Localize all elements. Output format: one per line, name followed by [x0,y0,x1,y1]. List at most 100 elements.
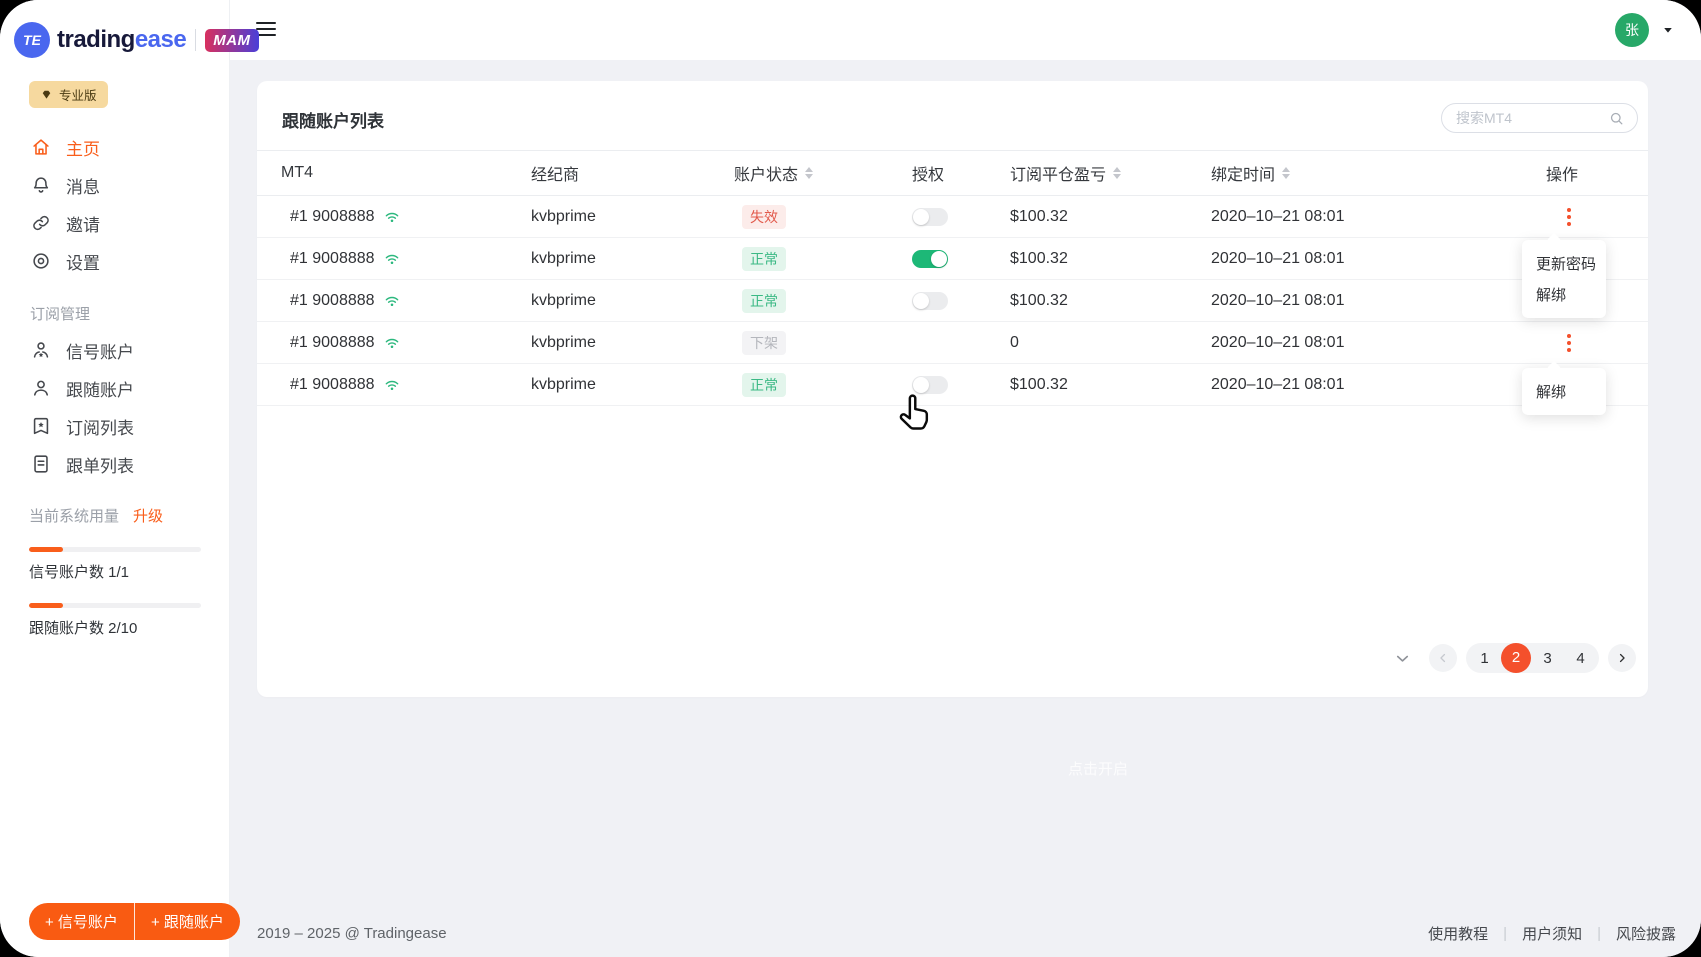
brand-name-part2: ease [134,26,187,53]
page-button[interactable]: 3 [1543,649,1552,667]
sidebar-item[interactable]: 主页 [0,128,229,166]
authorization-cell [912,291,1010,310]
footer-link[interactable]: 用户须知 [1522,926,1583,943]
authorization-toggle[interactable] [912,375,948,394]
topbar: 张 [230,0,1701,60]
product-badge: MAM [205,28,259,52]
bind-time-cell: 2020–10–21 08:01 [1211,333,1345,351]
hamburger-menu-icon[interactable] [256,22,276,40]
sidebar-item[interactable]: 信号账户 [0,331,229,369]
footer-links: 使用教程 | 用户须知 | 风险披露 [1428,923,1676,944]
plan-badge-label: 专业版 [59,89,97,103]
footer-link[interactable]: 风险披露 [1615,926,1676,943]
collapse-chevron-down-icon[interactable] [1393,649,1412,668]
table-row: #1 9008888 kvbprime 正常 $100.32 2020–10–2… [257,364,1648,406]
footer-link[interactable]: 使用教程 [1428,926,1489,943]
system-usage: 当前系统用量 升级 信号账户数 1/1 跟随账户数 2/10 [29,505,201,638]
mt4-account: #1 9008888 [290,249,375,267]
sidebar-item[interactable]: 跟单列表 [0,445,229,483]
sidebar-item[interactable]: 邀请 [0,204,229,242]
sidebar-item[interactable]: 订阅列表 [0,407,229,445]
follow-account-card: 跟随账户列表 MT4 经纪商 [257,81,1648,697]
column-header: 操作 [1546,161,1624,185]
column-header-label: 经纪商 [531,167,580,184]
column-header: MT4 [281,164,531,182]
search-box [1441,103,1638,133]
mt4-cell: #1 9008888 [281,250,531,268]
authorization-toggle[interactable] [912,207,948,226]
page-button[interactable]: 2 [1501,643,1531,673]
search-icon[interactable] [1608,110,1625,127]
brand-divider [195,29,197,51]
footer-separator: | [1597,925,1601,942]
kebab-menu-icon[interactable] [1560,206,1578,228]
broker-cell: kvbprime [531,291,596,309]
sidebar-item-label: 订阅列表 [66,418,134,438]
home-icon [30,136,52,158]
bell-icon [30,174,52,196]
plan-badge: 专业版 [29,81,108,108]
brand-logo: TE tradingease MAM [14,22,259,58]
status-cell: 下架 [734,330,912,355]
status-badge: 下架 [742,330,786,355]
status-badge: 正常 [742,288,786,313]
mt4-account: #1 9008888 [290,333,375,351]
chevron-right-icon [1615,651,1629,665]
row-action-menu: 解绑 [1522,368,1606,415]
create-account-button[interactable]: + 信号账户 [29,903,135,940]
create-account-buttons: + 信号账户 + 跟随账户 [29,903,240,940]
meter-track [29,547,201,552]
sidebar-item[interactable]: 设置 [0,242,229,280]
diamond-icon [40,88,53,101]
page-list: 1 2 3 4 [1466,643,1599,673]
bind-time-cell: 2020–10–21 08:01 [1211,249,1345,267]
avatar[interactable]: 张 [1615,13,1649,47]
authorization-toggle[interactable] [912,291,948,310]
mt4-cell: #1 9008888 [281,292,531,310]
authorization-cell [912,375,1010,394]
column-header-label: 授权 [912,167,945,184]
menu-item[interactable]: 解绑 [1536,384,1567,401]
sort-icon[interactable] [1113,166,1122,180]
sidebar-item[interactable]: 跟随账户 [0,369,229,407]
user-signal-icon [30,339,52,361]
previous-page-button[interactable] [1429,644,1457,672]
bind-time-cell: 2020–10–21 08:01 [1211,291,1345,309]
bookmark-icon [30,415,52,437]
upgrade-link[interactable]: 升级 [133,508,164,525]
user-icon [30,377,52,399]
hand-cursor-icon [892,390,934,432]
link-icon [30,212,52,234]
page-button[interactable]: 4 [1576,649,1585,667]
authorization-toggle[interactable] [912,249,948,268]
search-input[interactable] [1456,110,1608,126]
main-content: 跟随账户列表 MT4 经纪商 [230,60,1701,957]
kebab-menu-icon[interactable] [1560,332,1578,354]
status-badge: 失效 [742,204,786,229]
table-header: MT4 经纪商 账户状态 授权 [257,150,1648,196]
table-row: #1 9008888 kvbprime 下架 0 2020–10–21 08:0… [257,322,1648,364]
wifi-signal-icon [383,334,401,352]
menu-item[interactable]: 更新密码 [1536,256,1597,273]
sidebar: TE tradingease MAM 专业版 主页 消息 [0,0,259,957]
broker-cell: kvbprime [531,333,596,351]
menu-item[interactable]: 解绑 [1536,287,1567,304]
sort-icon[interactable] [1282,166,1291,180]
footer-separator: | [1503,925,1508,942]
page-button[interactable]: 1 [1480,649,1489,667]
copyright: 2019 – 2025 @ Tradingease [257,925,447,942]
user-menu[interactable]: 张 [1615,13,1675,47]
status-cell: 正常 [734,288,912,313]
pagination: 1 2 3 4 [1393,643,1636,673]
sort-icon[interactable] [805,166,814,180]
sidebar-item-label: 信号账户 [66,342,134,362]
brand-name: tradingease [57,26,187,54]
settings-icon [30,250,52,272]
sidebar-item[interactable]: 消息 [0,166,229,204]
column-header-label: 绑定时间 [1211,167,1276,184]
create-account-button[interactable]: + 跟随账户 [134,903,240,940]
column-header: 绑定时间 [1211,161,1546,185]
next-page-button[interactable] [1608,644,1636,672]
column-header-label: MT4 [281,164,313,181]
